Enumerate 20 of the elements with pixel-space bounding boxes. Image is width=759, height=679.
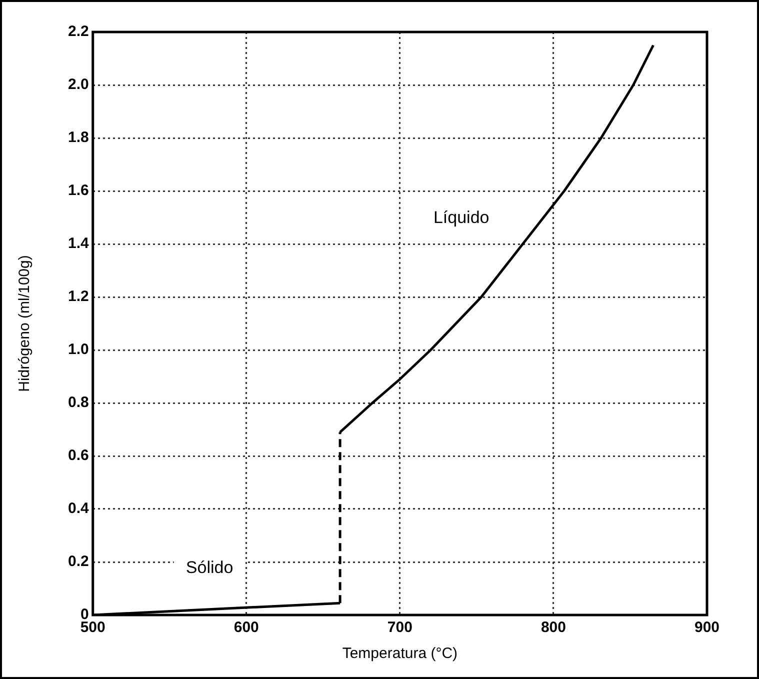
y-tick-label: 1.6 (68, 182, 89, 200)
y-tick-label: 2.0 (68, 76, 89, 94)
annotation: Líquido (433, 208, 490, 228)
y-axis-title: Hidrógeno (ml/100g) (16, 255, 34, 392)
y-tick-label: 1.8 (68, 129, 89, 146)
y-tick-label: 0.8 (68, 394, 89, 412)
y-tick-label: 0.4 (68, 500, 90, 518)
x-tick-label: 700 (387, 619, 412, 636)
y-tick-label: 1.0 (68, 341, 89, 358)
y-tick-label: 0.6 (68, 447, 89, 464)
y-tick-label: 2.2 (68, 23, 89, 40)
x-tick-label: 800 (540, 619, 566, 636)
annotation: Sólido (186, 558, 234, 578)
y-tick-label: 1.4 (68, 235, 90, 252)
x-axis-title: Temperatura (°C) (342, 645, 458, 662)
y-tick-label: 0.2 (68, 553, 89, 570)
x-tick-label: 900 (694, 619, 720, 636)
x-tick-label: 500 (80, 619, 106, 636)
x-tick-label: 600 (234, 619, 259, 636)
y-tick-label: 1.2 (68, 288, 89, 306)
